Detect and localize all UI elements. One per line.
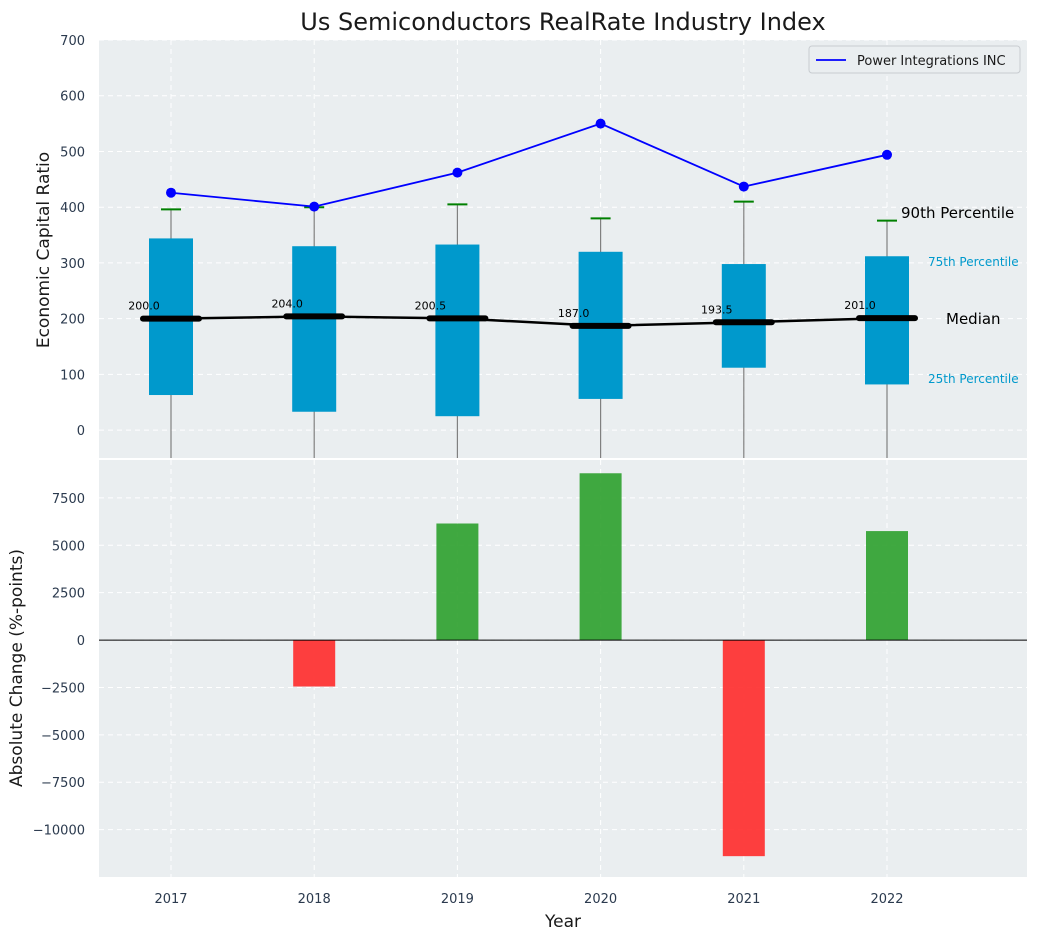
company-line-group — [166, 118, 892, 212]
top-y-tick-label: 700 — [60, 34, 85, 49]
top-y-tick-label: 100 — [60, 368, 85, 383]
change-bar — [722, 640, 765, 857]
median-value-label: 204.0 — [271, 297, 303, 310]
change-bar — [579, 473, 622, 641]
company-data-point — [882, 149, 892, 160]
legend: Power Integrations INC — [808, 45, 1021, 74]
p75-annotation: 75th Percentile — [928, 255, 1019, 269]
percentile-annotations: 90th Percentile 75th Percentile Median 2… — [901, 204, 1019, 386]
bottom-y-tick-label: −7500 — [41, 776, 85, 791]
median-value-label: 193.5 — [701, 303, 733, 316]
change-bars-group — [293, 473, 908, 857]
bottom-y-ticks: −10000 −7500 −5000 −2500 0 2500 5000 7500 — [33, 492, 85, 839]
bottom-y-tick-label: 5000 — [52, 539, 85, 554]
company-data-point — [452, 167, 463, 178]
iqr-box — [435, 244, 480, 417]
company-series-line — [170, 122, 888, 208]
bottom-y-tick-label: −2500 — [41, 681, 85, 696]
top-y-tick-label: 0 — [77, 424, 85, 439]
change-bar — [866, 531, 908, 641]
top-y-tick-label: 300 — [60, 257, 85, 272]
change-bar — [436, 523, 479, 641]
bottom-y-axis-title: Absolute Change (%-points) — [7, 549, 27, 787]
chart-title: Us Semiconductors RealRate Industry Inde… — [300, 8, 825, 36]
x-tick-label: 2017 — [154, 892, 187, 907]
legend-label: Power Integrations INC — [857, 54, 1006, 69]
top-y-axis-title: Economic Capital Ratio — [34, 152, 54, 348]
median-value-label: 187.0 — [558, 307, 590, 320]
change-bar — [293, 640, 336, 687]
x-tick-label: 2022 — [870, 892, 903, 907]
bottom-y-tick-label: 7500 — [52, 492, 85, 507]
median-value-label: 200.0 — [128, 300, 160, 313]
bottom-y-tick-label: 0 — [77, 634, 85, 649]
iqr-box — [292, 246, 337, 412]
median-value-label: 201.0 — [844, 299, 876, 312]
x-tick-label: 2018 — [298, 892, 331, 907]
x-tick-label: 2020 — [584, 892, 617, 907]
median-trend-line — [170, 315, 888, 328]
top-y-tick-label: 500 — [60, 145, 85, 160]
x-axis-title: Year — [544, 912, 581, 932]
median-annotation: Median — [946, 310, 1001, 328]
company-data-point — [595, 118, 606, 129]
top-y-ticks: 0 100 200 300 400 500 600 700 — [60, 34, 85, 439]
top-y-tick-label: 400 — [60, 201, 85, 216]
x-tick-label: 2019 — [441, 892, 474, 907]
median-value-label: 200.5 — [415, 299, 447, 312]
company-data-point — [738, 181, 749, 192]
top-plot-area — [99, 40, 1027, 458]
p25-annotation: 25th Percentile — [928, 372, 1019, 386]
bottom-y-tick-label: 2500 — [52, 587, 85, 602]
p90-annotation: 90th Percentile — [901, 204, 1014, 222]
box-plot-group: 200.0 204.0 200.5 187.0 193.5 201.0 — [128, 200, 918, 458]
iqr-box — [721, 264, 766, 368]
x-ticks: 2017 2018 2019 2020 2021 2022 — [154, 892, 903, 907]
top-y-tick-label: 200 — [60, 313, 85, 328]
x-tick-label: 2021 — [727, 892, 760, 907]
median-line-group — [170, 315, 888, 328]
company-data-point — [166, 187, 176, 198]
company-data-point — [309, 201, 320, 212]
bottom-y-tick-label: −10000 — [33, 824, 85, 839]
bottom-y-tick-label: −5000 — [41, 729, 85, 744]
bottom-plot-area — [99, 460, 1027, 877]
legend-box — [808, 45, 1021, 74]
top-y-tick-label: 600 — [60, 90, 85, 105]
